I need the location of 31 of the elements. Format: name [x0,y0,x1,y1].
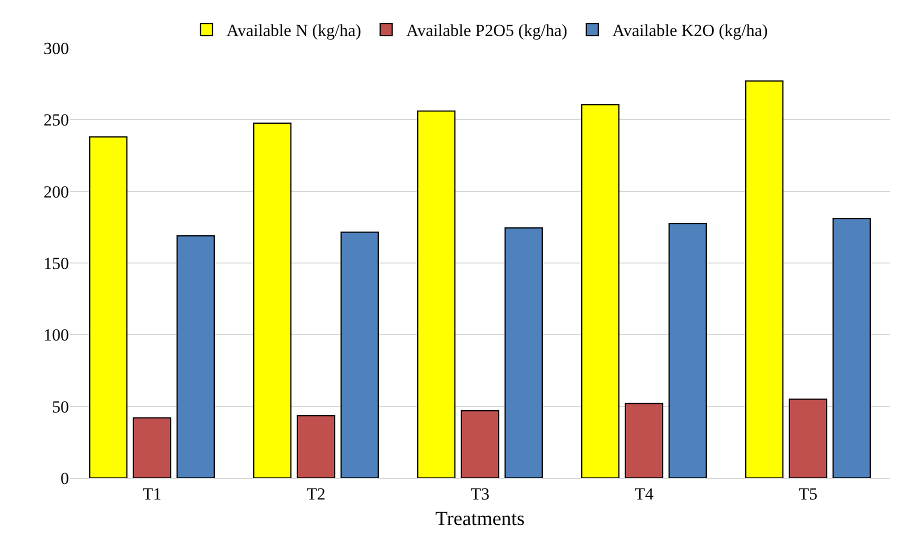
bar [624,402,664,478]
bar [176,235,215,478]
bar [253,122,292,478]
bar [745,80,784,478]
x-axis-title: Treatments [435,508,525,530]
bar [832,218,871,478]
y-tick-label: 300 [44,38,69,58]
bar [460,410,500,478]
y-tick-label: 250 [44,110,69,130]
x-tick-label: T4 [634,484,654,504]
legend-label: Available N (kg/ha) [226,21,362,40]
bar [668,222,707,478]
y-tick-label: 0 [60,468,69,488]
bar [504,227,543,478]
bar [89,136,128,478]
bar [132,417,172,478]
x-tick-label: T5 [798,484,818,504]
bar [581,104,620,478]
legend-label: Available K2O (kg/ha) [612,21,768,40]
x-tick-label: T3 [470,484,490,504]
legend-label: Available P2O5 (kg/ha) [406,21,568,40]
bar [417,110,456,478]
bar [296,415,336,478]
bar [788,398,828,478]
y-tick-label: 100 [44,326,69,345]
x-tick-label: T2 [306,484,326,504]
bar [340,232,379,478]
y-tick-label: 50 [52,397,69,416]
y-tick-label: 200 [44,182,69,202]
y-tick-label: 150 [44,254,69,273]
x-tick-label: T1 [142,484,162,504]
